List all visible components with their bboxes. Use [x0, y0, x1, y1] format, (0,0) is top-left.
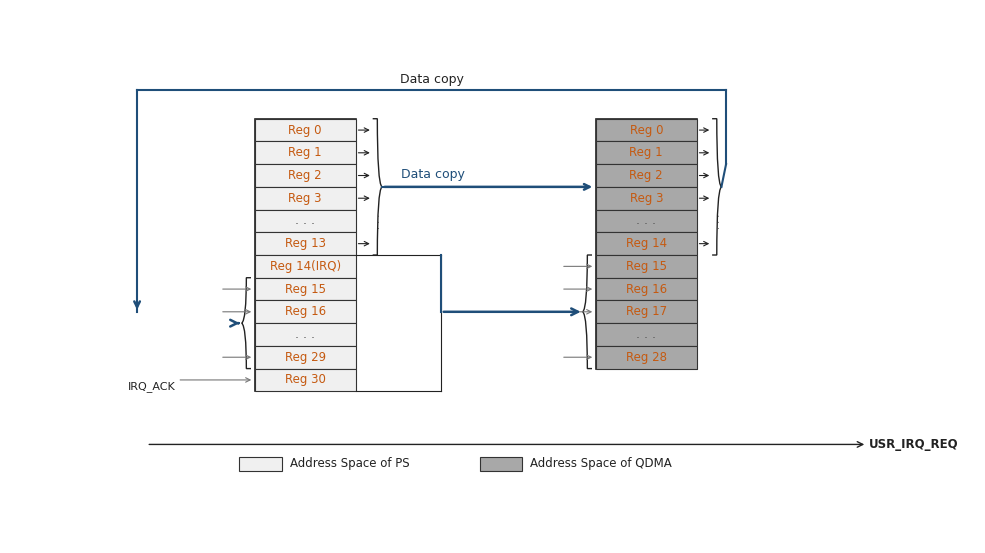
Bar: [596, 164, 696, 187]
Text: USR_IRQ_REQ: USR_IRQ_REQ: [869, 438, 958, 451]
Text: IRQ_ACK: IRQ_ACK: [128, 380, 176, 392]
Bar: [596, 300, 696, 323]
Text: . . .: . . .: [296, 215, 315, 227]
Text: Data copy: Data copy: [401, 169, 465, 181]
Bar: [255, 210, 356, 232]
Text: Reg 28: Reg 28: [625, 351, 667, 364]
Bar: [596, 232, 696, 255]
Bar: [596, 278, 696, 300]
Bar: [596, 255, 696, 278]
Text: Reg 16: Reg 16: [285, 305, 326, 319]
Bar: [255, 346, 356, 369]
Text: . . .: . . .: [636, 215, 656, 227]
Bar: [596, 119, 696, 369]
Text: . . .: . . .: [372, 213, 382, 228]
Text: Reg 3: Reg 3: [289, 192, 322, 205]
Bar: [596, 323, 696, 346]
Text: Reg 3: Reg 3: [629, 192, 663, 205]
Text: Reg 2: Reg 2: [629, 169, 663, 182]
Bar: [255, 255, 356, 278]
Text: Reg 1: Reg 1: [629, 147, 663, 159]
Bar: [255, 119, 356, 392]
Text: Reg 15: Reg 15: [285, 283, 326, 296]
Text: . . .: . . .: [712, 213, 722, 228]
Text: . . .: . . .: [636, 328, 656, 341]
Bar: [255, 278, 356, 300]
Text: Reg 14(IRQ): Reg 14(IRQ): [270, 260, 341, 273]
Text: Reg 16: Reg 16: [625, 283, 667, 296]
Bar: [596, 346, 696, 369]
Bar: [255, 300, 356, 323]
Text: Reg 0: Reg 0: [289, 123, 322, 137]
Bar: [255, 369, 356, 392]
Text: Reg 14: Reg 14: [625, 237, 667, 250]
Text: Data copy: Data copy: [400, 74, 464, 86]
Bar: [255, 119, 356, 142]
Text: Reg 29: Reg 29: [285, 351, 326, 364]
Bar: [596, 119, 696, 142]
Bar: [255, 232, 356, 255]
Text: Reg 17: Reg 17: [625, 305, 667, 319]
Bar: [255, 142, 356, 164]
Bar: [596, 210, 696, 232]
Text: Reg 2: Reg 2: [289, 169, 322, 182]
Text: Reg 0: Reg 0: [629, 123, 663, 137]
Bar: [596, 142, 696, 164]
Text: . . .: . . .: [296, 328, 315, 341]
Text: Reg 30: Reg 30: [285, 373, 326, 387]
Bar: [255, 164, 356, 187]
Text: Reg 13: Reg 13: [285, 237, 326, 250]
Text: Reg 1: Reg 1: [289, 147, 322, 159]
Text: Address Space of PS: Address Space of PS: [290, 457, 410, 470]
Text: Address Space of QDMA: Address Space of QDMA: [530, 457, 672, 470]
Bar: [480, 457, 522, 471]
Bar: [239, 457, 282, 471]
Bar: [255, 187, 356, 210]
Text: Reg 15: Reg 15: [625, 260, 667, 273]
Bar: [596, 187, 696, 210]
Bar: [255, 323, 356, 346]
